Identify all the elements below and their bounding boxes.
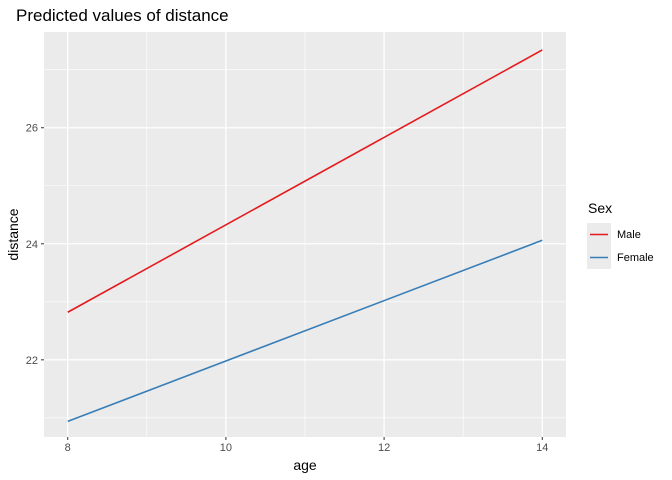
series-lines <box>67 49 543 423</box>
y-tick-label: 26 <box>26 123 38 135</box>
legend-title: Sex <box>588 200 612 216</box>
series-line-female <box>67 239 543 423</box>
x-tick-label: 8 <box>65 442 71 454</box>
x-tick-label: 10 <box>220 442 232 454</box>
x-tick-label: 14 <box>536 442 548 454</box>
legend: Sex Male Female <box>587 200 654 269</box>
chart-title: Predicted values of distance <box>16 6 229 25</box>
x-axis: 8 10 12 14 <box>65 437 548 454</box>
legend-label-male: Male <box>617 229 641 241</box>
legend-label-female: Female <box>617 252 654 264</box>
x-axis-title: age <box>293 457 317 473</box>
y-axis: 22 24 26 <box>26 123 44 367</box>
y-axis-title: distance <box>5 208 21 260</box>
grid-major <box>44 32 566 437</box>
series-line-male <box>67 49 543 313</box>
x-tick-label: 12 <box>378 442 390 454</box>
y-tick-label: 22 <box>26 355 38 367</box>
y-tick-label: 24 <box>26 239 38 251</box>
grid-minor <box>44 32 566 437</box>
